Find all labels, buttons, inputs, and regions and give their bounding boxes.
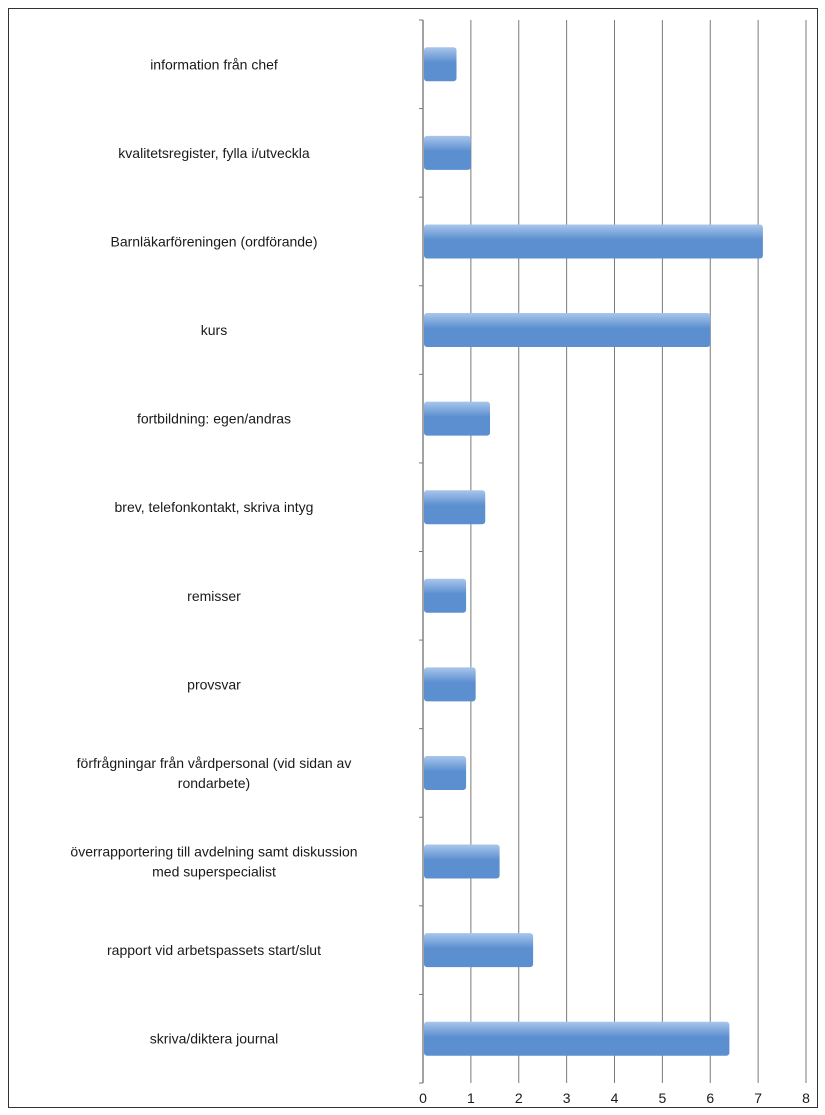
- category-label: rapport vid arbetspassets start/slut: [107, 942, 321, 958]
- x-tick-label: 2: [515, 1090, 523, 1106]
- bar: [424, 47, 457, 82]
- x-axis-tick-labels: 0 1 2 3 4 5 6 7 8: [419, 1090, 810, 1106]
- gridlines: [419, 19, 807, 1084]
- bar: [424, 578, 467, 613]
- x-tick-label: 5: [658, 1090, 666, 1106]
- bar: [424, 1021, 730, 1056]
- x-tick-label: 3: [563, 1090, 571, 1106]
- bar: [424, 844, 500, 879]
- category-label: remisser: [187, 588, 241, 604]
- category-label: överrapportering till avdelning samt dis…: [70, 844, 357, 880]
- x-tick-label: 7: [754, 1090, 762, 1106]
- x-tick-label: 4: [611, 1090, 619, 1106]
- category-label: fortbildning: egen/andras: [137, 411, 291, 427]
- bar: [424, 667, 476, 702]
- bar: [424, 224, 763, 259]
- bar: [424, 135, 471, 170]
- bar: [424, 313, 711, 348]
- category-label: förfrågningar från vårdpersonal (vid sid…: [77, 755, 352, 791]
- category-label: kvalitetsregister, fylla i/utveckla: [118, 145, 310, 161]
- x-tick-label: 1: [467, 1090, 475, 1106]
- category-label: kurs: [201, 322, 227, 338]
- bar: [424, 755, 467, 790]
- bar: [424, 933, 534, 968]
- bar: [424, 401, 491, 436]
- category-label: provsvar: [187, 676, 241, 692]
- x-tick-label: 6: [706, 1090, 714, 1106]
- bar: [424, 490, 486, 525]
- chart-frame: [8, 8, 818, 1108]
- x-tick-label: 8: [802, 1090, 810, 1106]
- x-tick-label: 0: [419, 1090, 427, 1106]
- category-label: brev, telefonkontakt, skriva intyg: [115, 499, 314, 515]
- category-label: Barnläkarföreningen (ordförande): [110, 233, 317, 249]
- category-label: information från chef: [150, 56, 278, 72]
- category-label: skriva/diktera journal: [150, 1031, 278, 1047]
- bars: [424, 47, 763, 1056]
- category-labels: information från chef kvalitetsregister, …: [70, 56, 357, 1046]
